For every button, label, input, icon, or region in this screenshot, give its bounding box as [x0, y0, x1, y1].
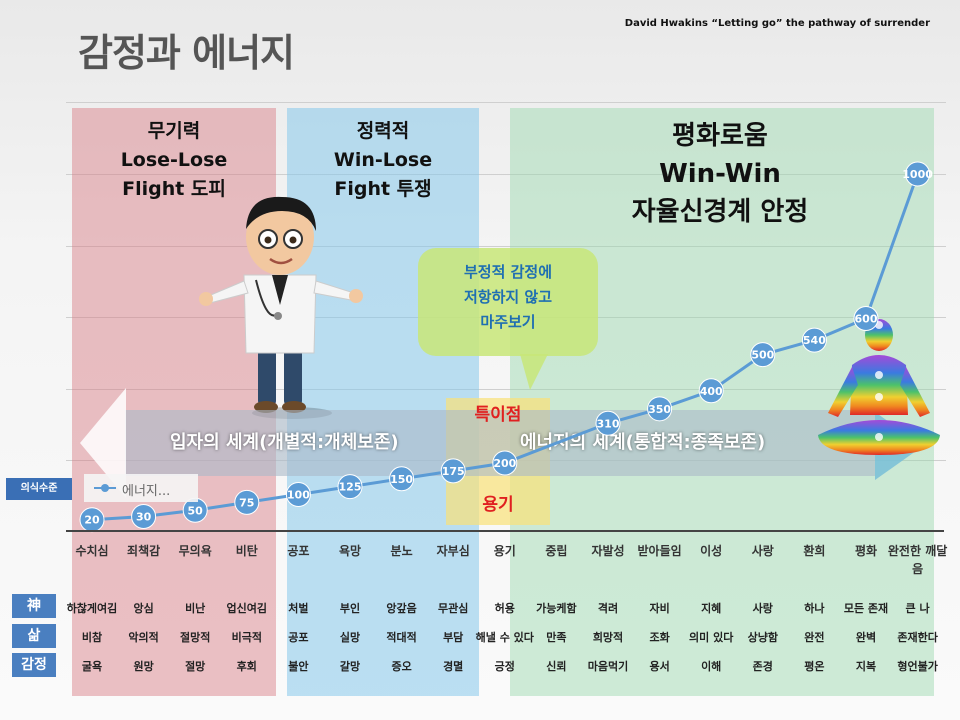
courage-label: 용기 — [482, 495, 514, 515]
table-cell: 허용 — [494, 602, 515, 615]
meditation-figure-icon — [818, 319, 940, 455]
bubble-line: 부정적 감정에 — [463, 263, 553, 281]
table-cell: 실망 — [339, 631, 361, 644]
table-cell: 하나 — [804, 602, 825, 615]
table-cell: 긍정 — [494, 660, 515, 673]
zone-green-line: Win-Win — [659, 159, 781, 189]
table-cell: 이해 — [701, 660, 722, 673]
speech-bubble: 부정적 감정에 저항하지 않고 마주보기 — [418, 248, 598, 356]
zone-blue-line: Win-Lose — [333, 149, 433, 171]
table-cell: 절망 — [185, 660, 206, 673]
table-cell: 비극적 — [231, 631, 262, 644]
table-cell: 갈망 — [339, 660, 361, 673]
table-cell: 형언불가 — [897, 660, 938, 673]
table-cell: 처벌 — [288, 602, 309, 615]
speech-bubble-tail — [520, 354, 548, 390]
table-cell: 의미 있다 — [689, 631, 734, 644]
row-label-life: 삶 — [12, 624, 56, 648]
table-cell: 증오 — [391, 660, 412, 673]
special-point-label: 특이점 — [474, 405, 522, 425]
category-label: 완전한 깨달음 — [887, 544, 948, 576]
category-label: 비탄 — [235, 544, 258, 558]
row-label-god: 神 — [12, 594, 56, 618]
row-label-emotion: 감정 — [12, 653, 56, 677]
table-cell: 절망적 — [180, 631, 211, 644]
table-cell: 지복 — [855, 660, 877, 673]
category-label: 이성 — [700, 544, 723, 558]
table-cell: 공포 — [288, 631, 309, 644]
grid-line — [66, 102, 946, 103]
category-label: 자부심 — [436, 544, 470, 558]
table-cell: 적대적 — [386, 631, 417, 644]
table-cell: 원망 — [133, 660, 154, 673]
legend-item: 에너지... — [84, 474, 198, 502]
table-cell: 완전 — [804, 631, 825, 644]
table-cell: 완벽 — [855, 631, 877, 644]
table-cell: 자비 — [649, 602, 670, 615]
legend-dot-icon — [101, 484, 109, 492]
x-axis-baseline — [66, 530, 944, 532]
table-cell: 불안 — [288, 660, 309, 673]
table-cell: 신뢰 — [546, 660, 567, 673]
zone-red-line: Lose-Lose — [120, 149, 228, 171]
table-cell: 존경 — [752, 660, 773, 673]
zone-green-line: 자율신경계 안정 — [631, 197, 809, 227]
table-cell: 해낼 수 있다 — [475, 631, 534, 644]
credit-text: David Hwakins “Letting go” the pathway o… — [624, 18, 930, 29]
category-label: 욕망 — [338, 544, 362, 558]
table-cell: 비참 — [81, 631, 103, 644]
table-cell: 업신여김 — [226, 602, 268, 615]
zone-blue-line: 정력적 — [356, 120, 410, 142]
category-label: 용기 — [493, 544, 516, 558]
bubble-line: 저항하지 않고 — [463, 288, 553, 306]
table-cell: 부담 — [443, 631, 464, 644]
category-label: 사랑 — [751, 544, 774, 558]
table-cell: 부인 — [339, 602, 361, 615]
table-cell: 상냥함 — [747, 631, 778, 644]
band-right-text: 에너지의 세계(통합적:종족보존) — [520, 432, 766, 453]
category-label: 무의욕 — [178, 544, 212, 558]
table-cell: 굴욕 — [81, 660, 103, 673]
category-label: 환희 — [803, 544, 826, 558]
category-label: 수치심 — [75, 544, 109, 558]
table-cell: 존재한다 — [897, 631, 938, 644]
category-label: 자발성 — [591, 544, 625, 558]
table-cell: 경멸 — [443, 660, 464, 673]
table-cell: 조화 — [649, 631, 670, 644]
zone-green-line: 평화로움 — [672, 121, 768, 151]
legend-box-label: 의식수준 — [6, 478, 72, 500]
table-cell: 악의적 — [128, 631, 159, 644]
table-cell: 만족 — [546, 631, 567, 644]
table-cell: 비난 — [185, 602, 206, 615]
table-cell: 무관심 — [438, 602, 469, 615]
category-label: 죄책감 — [127, 544, 161, 558]
category-label: 평화 — [854, 544, 878, 558]
table-cell: 평온 — [804, 660, 825, 673]
table-cell: 모든 존재 — [843, 602, 889, 615]
legend-series-label: 에너지... — [122, 484, 171, 499]
doctor-character-icon — [199, 196, 363, 419]
category-label: 분노 — [390, 544, 413, 558]
page-title: 감정과 에너지 — [78, 31, 295, 75]
table-cell: 희망적 — [592, 631, 624, 644]
category-label: 중립 — [545, 544, 568, 558]
table-cell: 큰 나 — [905, 602, 930, 615]
table-cell: 앙심 — [133, 602, 154, 615]
bubble-line: 마주보기 — [480, 313, 536, 331]
table-cell: 사랑 — [752, 602, 773, 615]
zone-green-heading: 평화로움 Win-Win 자율신경계 안정 — [560, 117, 880, 231]
category-label: 공포 — [287, 544, 310, 558]
category-label: 받아들임 — [637, 544, 682, 558]
table-cell: 후회 — [236, 660, 257, 673]
table-cell: 마음먹기 — [587, 660, 629, 673]
table-cell: 앙갚음 — [386, 602, 417, 615]
band-left-text: 입자의 세계(개별적:개체보존) — [170, 432, 399, 453]
table-cell: 지혜 — [701, 602, 722, 615]
zone-red-line: 무기력 — [147, 120, 201, 142]
table-cell: 하찮게여김 — [66, 602, 118, 615]
table-cell: 격려 — [597, 602, 619, 615]
table-cell: 가능케함 — [536, 602, 577, 615]
table-cell: 용서 — [649, 660, 670, 673]
